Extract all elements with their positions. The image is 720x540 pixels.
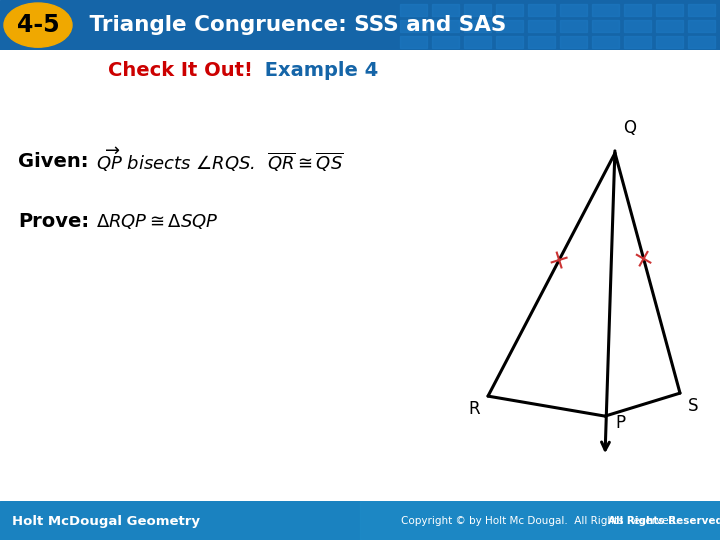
Bar: [528, 4, 555, 16]
Text: Example 4: Example 4: [258, 60, 378, 80]
Text: Check It Out!: Check It Out!: [108, 60, 253, 80]
Bar: [592, 20, 619, 32]
Bar: [560, 4, 587, 16]
Text: 4-5: 4-5: [17, 13, 59, 37]
Bar: [656, 20, 683, 32]
Bar: [592, 4, 619, 16]
Bar: [688, 36, 715, 48]
Bar: [400, 4, 427, 16]
Bar: [624, 4, 651, 16]
Bar: [464, 4, 491, 16]
Bar: [464, 20, 491, 32]
Bar: [432, 20, 459, 32]
Bar: [496, 36, 523, 48]
Bar: [528, 36, 555, 48]
Text: Holt McDougal Geometry: Holt McDougal Geometry: [12, 515, 200, 528]
Bar: [432, 4, 459, 16]
Bar: [656, 4, 683, 16]
Bar: [400, 20, 427, 32]
Bar: [560, 20, 587, 32]
Text: S: S: [688, 397, 698, 415]
Bar: [560, 36, 587, 48]
Text: All Rights Reserved.: All Rights Reserved.: [608, 516, 720, 526]
Bar: [688, 20, 715, 32]
Text: Triangle Congruence: SSS and SAS: Triangle Congruence: SSS and SAS: [82, 15, 506, 35]
Bar: [656, 36, 683, 48]
Bar: [360, 501, 720, 540]
Text: P: P: [615, 414, 625, 432]
Bar: [528, 20, 555, 32]
Text: Copyright © by Holt Mc Dougal.  All Rights Reserved.: Copyright © by Holt Mc Dougal. All Right…: [401, 516, 679, 526]
Bar: [688, 4, 715, 16]
Bar: [432, 36, 459, 48]
Text: R: R: [469, 400, 480, 418]
Bar: [496, 20, 523, 32]
Text: $\Delta RQP \cong \Delta SQP$: $\Delta RQP \cong \Delta SQP$: [96, 212, 219, 231]
Text: Q: Q: [623, 119, 636, 137]
Bar: [624, 36, 651, 48]
Text: Prove:: Prove:: [18, 212, 89, 231]
Ellipse shape: [4, 3, 72, 47]
Bar: [464, 36, 491, 48]
Bar: [496, 4, 523, 16]
Text: Given:: Given:: [18, 152, 89, 171]
Bar: [624, 20, 651, 32]
Bar: [592, 36, 619, 48]
Bar: [400, 36, 427, 48]
Text: $\overrightarrow{QP}$ bisects $\angle RQS$.  $\overline{QR} \cong \overline{QS}$: $\overrightarrow{QP}$ bisects $\angle RQ…: [96, 145, 343, 173]
